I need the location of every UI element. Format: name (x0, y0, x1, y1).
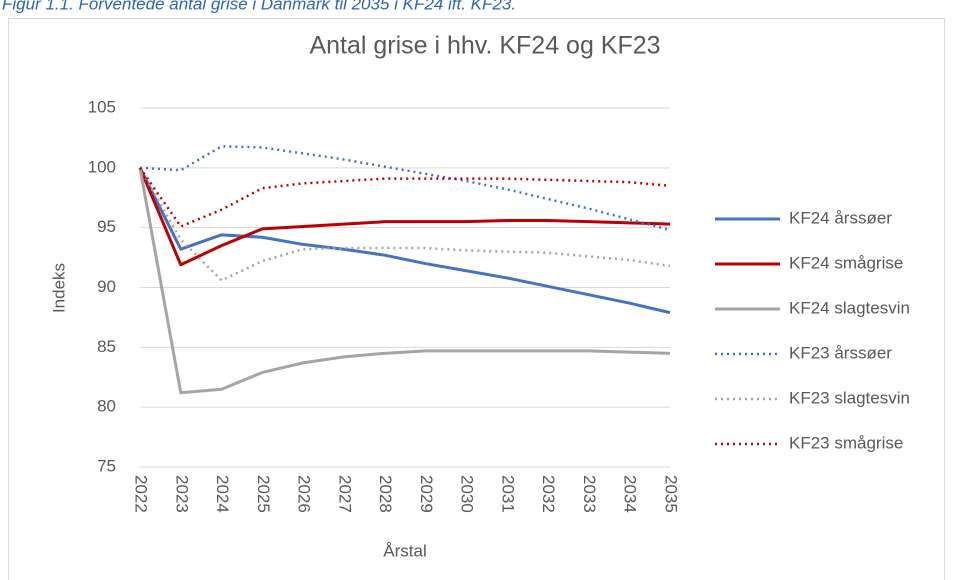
series-line (138, 167, 671, 228)
x-tick-label: 2032 (539, 475, 558, 513)
x-tick-label: 2026 (295, 475, 314, 513)
x-tick-label: 2034 (621, 475, 640, 513)
legend-label: KF24 årssøer (789, 208, 892, 227)
y-tick-label: 105 (88, 97, 116, 116)
y-tick-label: 90 (97, 277, 116, 296)
x-tick-label: 2029 (417, 475, 436, 513)
x-tick-label: 2025 (254, 475, 273, 513)
x-tick-label: 2028 (376, 475, 395, 513)
x-tick-label: 2033 (580, 475, 599, 513)
x-tick-label: 2027 (335, 475, 354, 513)
x-tick-label: 2023 (172, 475, 191, 513)
x-tick-label: 2030 (458, 475, 477, 513)
y-tick-label: 75 (97, 456, 116, 475)
series-line (138, 167, 671, 315)
series-line (138, 167, 671, 267)
series-line (138, 167, 671, 395)
y-tick-label: 95 (97, 217, 116, 236)
caption: Figur 1.1. Forventede antal grise i Danm… (2, 0, 516, 13)
legend-label: KF23 smågrise (789, 433, 903, 452)
y-tick-label: 100 (88, 157, 116, 176)
chart-title: Antal grise i hhv. KF24 og KF23 (309, 32, 660, 60)
x-tick-label: 2024 (213, 475, 232, 513)
x-tick-label: 2031 (498, 475, 517, 513)
x-tick-label: 2022 (132, 475, 151, 513)
y-axis-label: Indeks (49, 263, 68, 313)
legend-label: KF24 smågrise (789, 253, 903, 272)
x-axis-label: Årstal (383, 541, 426, 560)
legend-label: KF24 slagtesvin (789, 298, 910, 317)
y-tick-label: 85 (97, 337, 116, 356)
x-tick-label: 2035 (662, 475, 681, 513)
legend-label: KF23 slagtesvin (789, 388, 910, 407)
legend-label: KF23 årssøer (789, 343, 892, 362)
y-tick-label: 80 (97, 397, 116, 416)
